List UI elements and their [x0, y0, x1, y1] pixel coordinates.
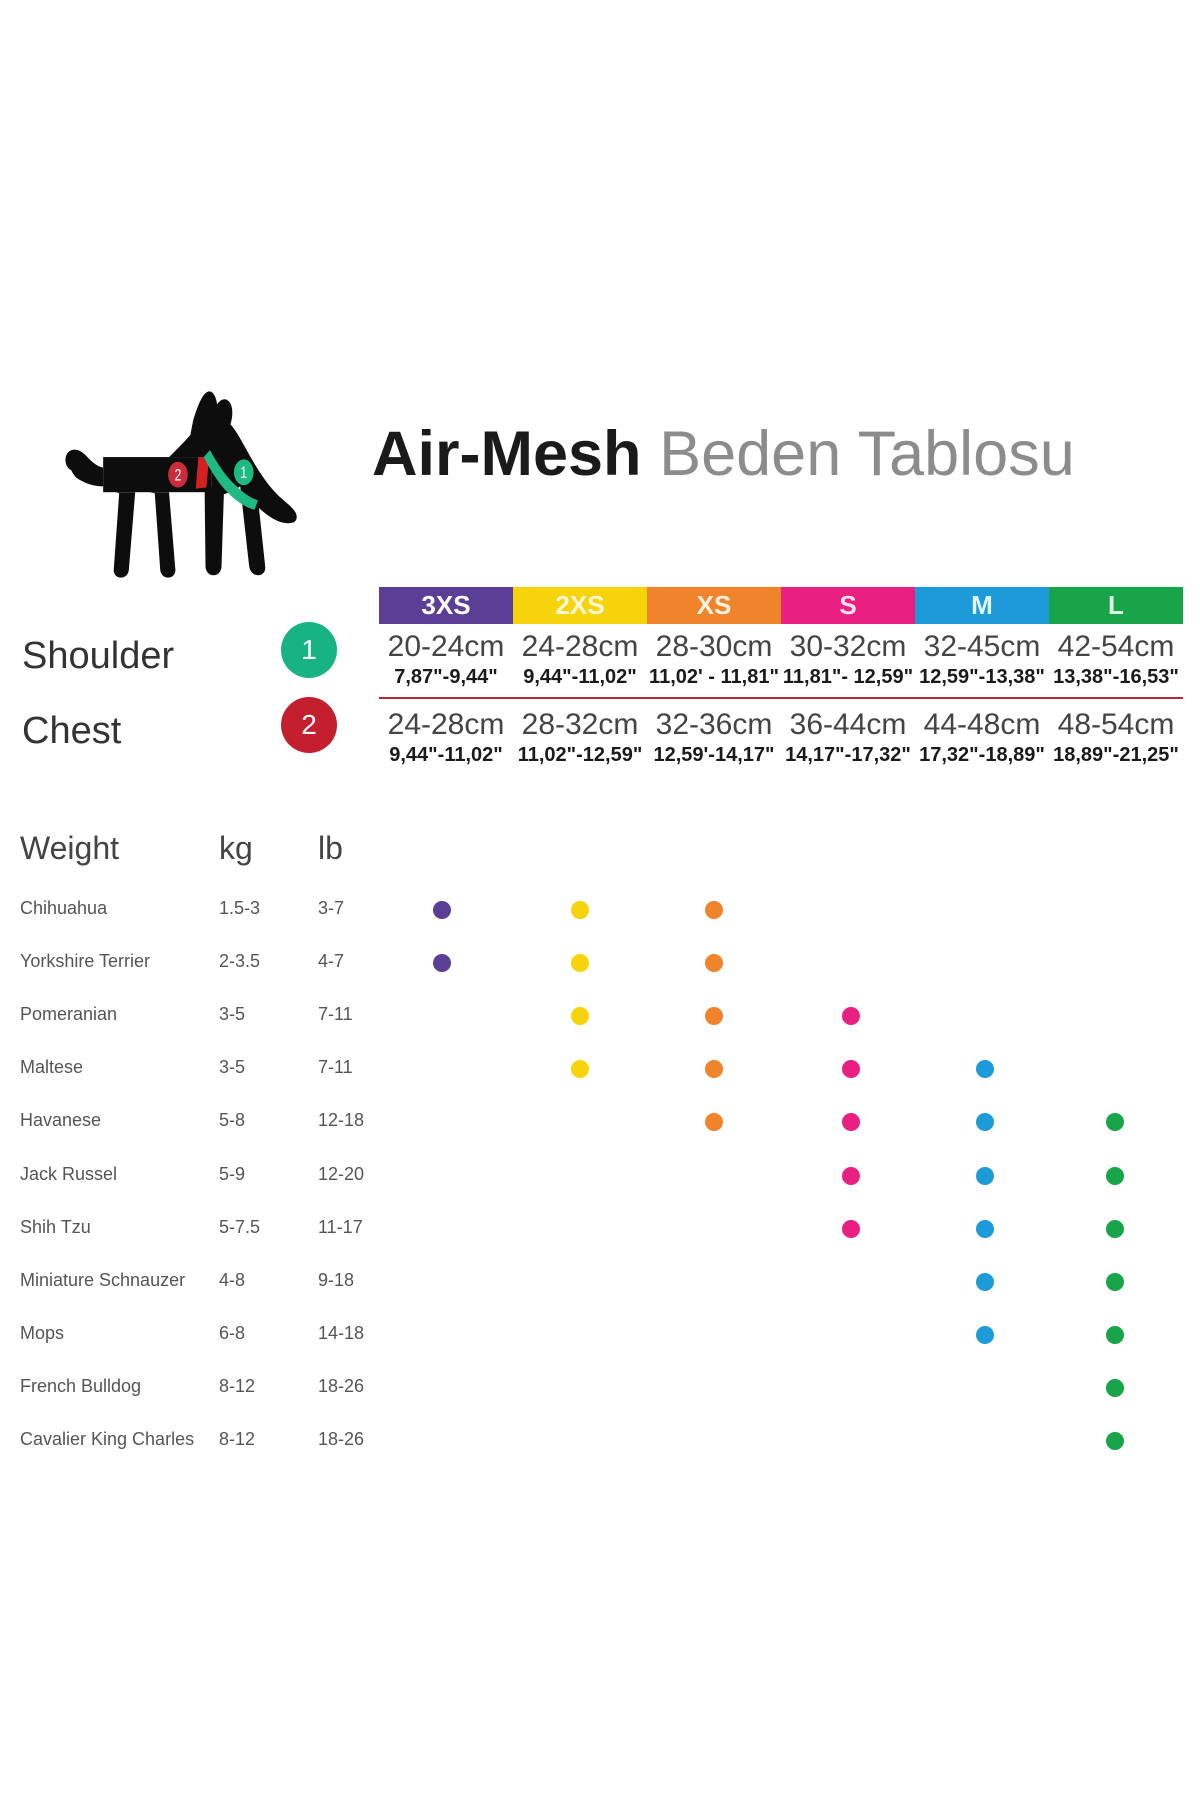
- svg-text:1: 1: [240, 465, 247, 483]
- svg-text:2: 2: [174, 467, 181, 485]
